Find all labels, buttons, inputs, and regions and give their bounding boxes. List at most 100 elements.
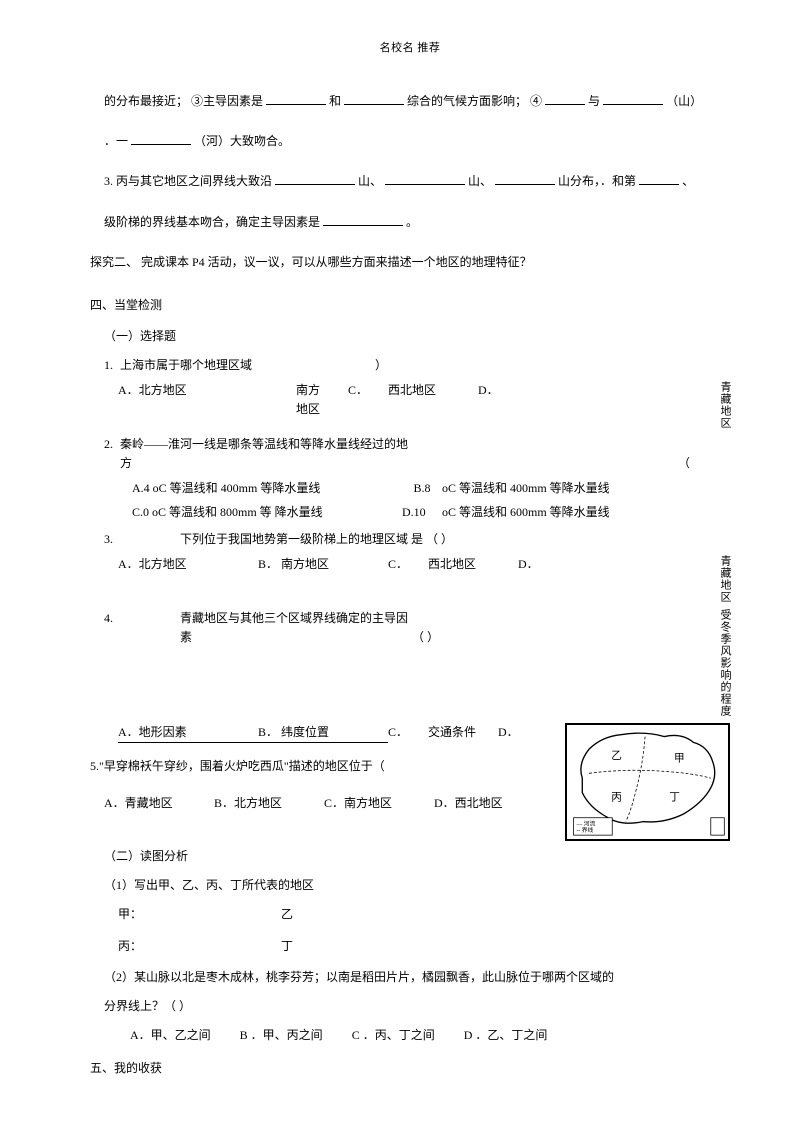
q3: 3. 下列位于我国地势第一级阶梯上的地理区域 是 （ ） bbox=[90, 530, 730, 549]
r2-d: D ．乙、丁之间 bbox=[464, 1026, 548, 1045]
q2-a: A.4 oC 等温线和 400mm 等降水量线 bbox=[132, 479, 402, 498]
q4-c-txt: 交通条件 bbox=[428, 723, 498, 742]
s4-title: 四、当堂检测 bbox=[90, 298, 162, 312]
q1-paren: ） bbox=[375, 358, 387, 372]
blank bbox=[323, 212, 403, 226]
map-inset bbox=[711, 818, 725, 835]
p1-c: 综合的气候方面影响； ④ bbox=[407, 94, 542, 108]
p1-b: 和 bbox=[329, 94, 341, 108]
fill-row-2: 丙： 丁 bbox=[90, 937, 730, 956]
q3-num: 3. bbox=[90, 530, 120, 549]
p3-b: 山、 bbox=[358, 174, 382, 188]
r2-b: B ．甲、丙之间 bbox=[240, 1026, 323, 1045]
q1-txt: 上海市属于哪个地理区域 bbox=[120, 358, 252, 372]
q5-txt: 5."早穿棉袄午穿纱，围着火炉吃西瓜"描述的地区位于（ bbox=[90, 759, 385, 773]
q4-d: D． bbox=[498, 723, 528, 742]
q3-a: A．北方地区 bbox=[118, 555, 258, 574]
p4-a: 级阶梯的界线基本吻合，确定主导因素是 bbox=[104, 215, 320, 229]
q4-num: 4. bbox=[90, 609, 120, 628]
q1-opts: A．北方地区 南方 地区 C． 西北地区 D． 青藏地区 bbox=[90, 381, 730, 429]
q3-d: D． bbox=[518, 555, 548, 574]
para-1: 的分布最接近； ③主导因素是 和 综合的气候方面影响； ④ 与 （山） bbox=[90, 88, 730, 114]
header-text: 名校名 推荐 bbox=[380, 42, 441, 54]
p1-d: 与 bbox=[588, 94, 600, 108]
q5-c: C．南方地区 bbox=[324, 794, 434, 813]
section-4-2: （二）读图分析 bbox=[90, 847, 730, 866]
q1-opt-d: D． bbox=[478, 381, 508, 400]
q3-b: B． 南方地区 bbox=[258, 555, 388, 574]
q2-b-l: B.8 bbox=[402, 479, 442, 498]
q3-txt: 下列位于我国地势第一级阶梯上的地理区域 是 （ ） bbox=[120, 530, 730, 549]
para-3: 3. 丙与其它地区之间界线大致沿 山、 山、 山分布，．和第 、 bbox=[90, 168, 730, 194]
q1: 1. 上海市属于哪个地理区域 ） bbox=[90, 356, 730, 375]
r2b-txt: 分界线上？（ ） bbox=[104, 999, 191, 1013]
q3-d-vert: 青藏地区 bbox=[719, 555, 730, 603]
q2-opts-1: A.4 oC 等温线和 400mm 等降水量线 B.8 oC 等温线和 400m… bbox=[90, 479, 730, 498]
q5-opts: A．青藏地区 B．北方地区 C．南方地区 D．西北地区 bbox=[90, 794, 559, 813]
q4-c: C． bbox=[388, 723, 428, 742]
q4-text: 青藏地区与其他三个区域界线确定的主导因 素 （ ） bbox=[120, 609, 719, 647]
r1-yi: 乙 bbox=[281, 905, 441, 924]
r1-txt: （1）写出甲、乙、丙、丁所代表的地区 bbox=[104, 878, 314, 892]
p3-a: 3. 丙与其它地区之间界线大致沿 bbox=[104, 174, 272, 188]
map-label-ding: 丁 bbox=[669, 792, 680, 803]
map-divider-2 bbox=[626, 737, 645, 822]
map-svg: 甲 乙 丙 丁 — 河流 -- 界线 bbox=[567, 725, 728, 839]
map-legend-2: -- 界线 bbox=[576, 826, 593, 834]
q4-opts: A．地形因素 B． 纬度位置 C． 交通条件 D． bbox=[90, 723, 559, 743]
q2-text: 秦岭——淮河一线是哪条等温线和等降水量线经过的地 方 （ bbox=[120, 435, 730, 473]
blank bbox=[603, 91, 663, 105]
q2-c: C.0 oC 等温线和 800mm 等 降水量线 bbox=[132, 503, 402, 522]
p2-a: 一 bbox=[116, 134, 128, 148]
blank bbox=[275, 171, 355, 185]
q1-opt-b: 南方 地区 bbox=[268, 381, 348, 419]
q3-opts: A．北方地区 B． 南方地区 C． 西北地区 D． 青藏地区 bbox=[90, 555, 730, 603]
p3-e: 、 bbox=[682, 174, 694, 188]
p4-b: 。 bbox=[406, 215, 418, 229]
q2-num: 2. bbox=[90, 435, 120, 454]
q2-d-l: D.10 bbox=[402, 503, 442, 522]
read-2: （2）某山脉以北是枣木成林，桃李芬芳；以南是稻田片片，橘园飘香，此山脉位于哪两个… bbox=[90, 968, 730, 987]
map-divider-1 bbox=[589, 770, 711, 778]
r2-txt: （2）某山脉以北是枣木成林，桃李芬芳；以南是稻田片片，橘园飘香，此山脉位于哪两个… bbox=[104, 970, 614, 984]
q5-a: A．青藏地区 bbox=[104, 794, 214, 813]
map-label-yi: 乙 bbox=[611, 750, 622, 762]
q1-b-top: 南方 bbox=[268, 381, 348, 400]
q4-top: 青藏地区与其他三个区域界线确定的主导因 bbox=[180, 609, 719, 628]
q4: 4. 青藏地区与其他三个区域界线确定的主导因 素 （ ） 受冬季风影响的程度 bbox=[90, 609, 730, 717]
para-5: 探究二、 完成课本 P4 活动，议一议，可以从哪些方面来描述一个地区的地理特征？ bbox=[90, 249, 730, 275]
china-map: 甲 乙 丙 丁 — 河流 -- 界线 bbox=[565, 723, 730, 841]
blank bbox=[131, 131, 191, 145]
q2-d-r: oC 等温线和 600mm 等降水量线 bbox=[442, 503, 610, 522]
q4-vert: 受冬季风影响的程度 bbox=[719, 609, 730, 717]
blank bbox=[545, 91, 585, 105]
map-label-bing: 丙 bbox=[611, 792, 622, 803]
blank bbox=[385, 171, 465, 185]
blank bbox=[266, 91, 326, 105]
s4-1-title: （一）选择题 bbox=[104, 329, 176, 343]
blank bbox=[344, 91, 404, 105]
p3-c: 山、 bbox=[468, 174, 492, 188]
page-header: 名校名 推荐 bbox=[90, 40, 730, 58]
r2-c: C ．丙、丁之间 bbox=[352, 1026, 435, 1045]
q1-c-txt: 西北地区 bbox=[388, 381, 478, 400]
p5: 探究二、 完成课本 P4 活动，议一议，可以从哪些方面来描述一个地区的地理特征？ bbox=[90, 255, 532, 269]
map-legend-1: — 河流 bbox=[575, 820, 595, 828]
q1-num: 1. bbox=[90, 356, 120, 375]
para-4: 级阶梯的界线基本吻合，确定主导因素是 。 bbox=[90, 209, 730, 235]
q3-c-txt: 西北地区 bbox=[428, 555, 518, 574]
q1-d-vert: 青藏地区 bbox=[719, 381, 730, 429]
r2-opts: A．甲、乙之间 B ．甲、丙之间 C ．丙、丁之间 D ．乙、丁之间 bbox=[90, 1026, 730, 1045]
blank bbox=[495, 171, 555, 185]
q4-q5-block: 甲 乙 丙 丁 — 河流 -- 界线 A．地形因素 B． 纬度位置 C． 交通条… bbox=[90, 723, 730, 847]
q5-b: B．北方地区 bbox=[214, 794, 324, 813]
q4-b: B． 纬度位置 bbox=[258, 723, 388, 743]
q1-opt-c: C． bbox=[348, 381, 388, 400]
map-label-jia: 甲 bbox=[674, 754, 685, 765]
p1-a: 的分布最接近； ③主导因素是 bbox=[104, 94, 263, 108]
para-2: ．一 （河）大致吻合。 bbox=[90, 128, 730, 154]
q4-paren: （ ） bbox=[412, 628, 439, 647]
r1-jia: 甲： bbox=[118, 905, 278, 924]
read-2b: 分界线上？（ ） bbox=[90, 997, 730, 1016]
q4-bot: 素 bbox=[180, 628, 192, 647]
